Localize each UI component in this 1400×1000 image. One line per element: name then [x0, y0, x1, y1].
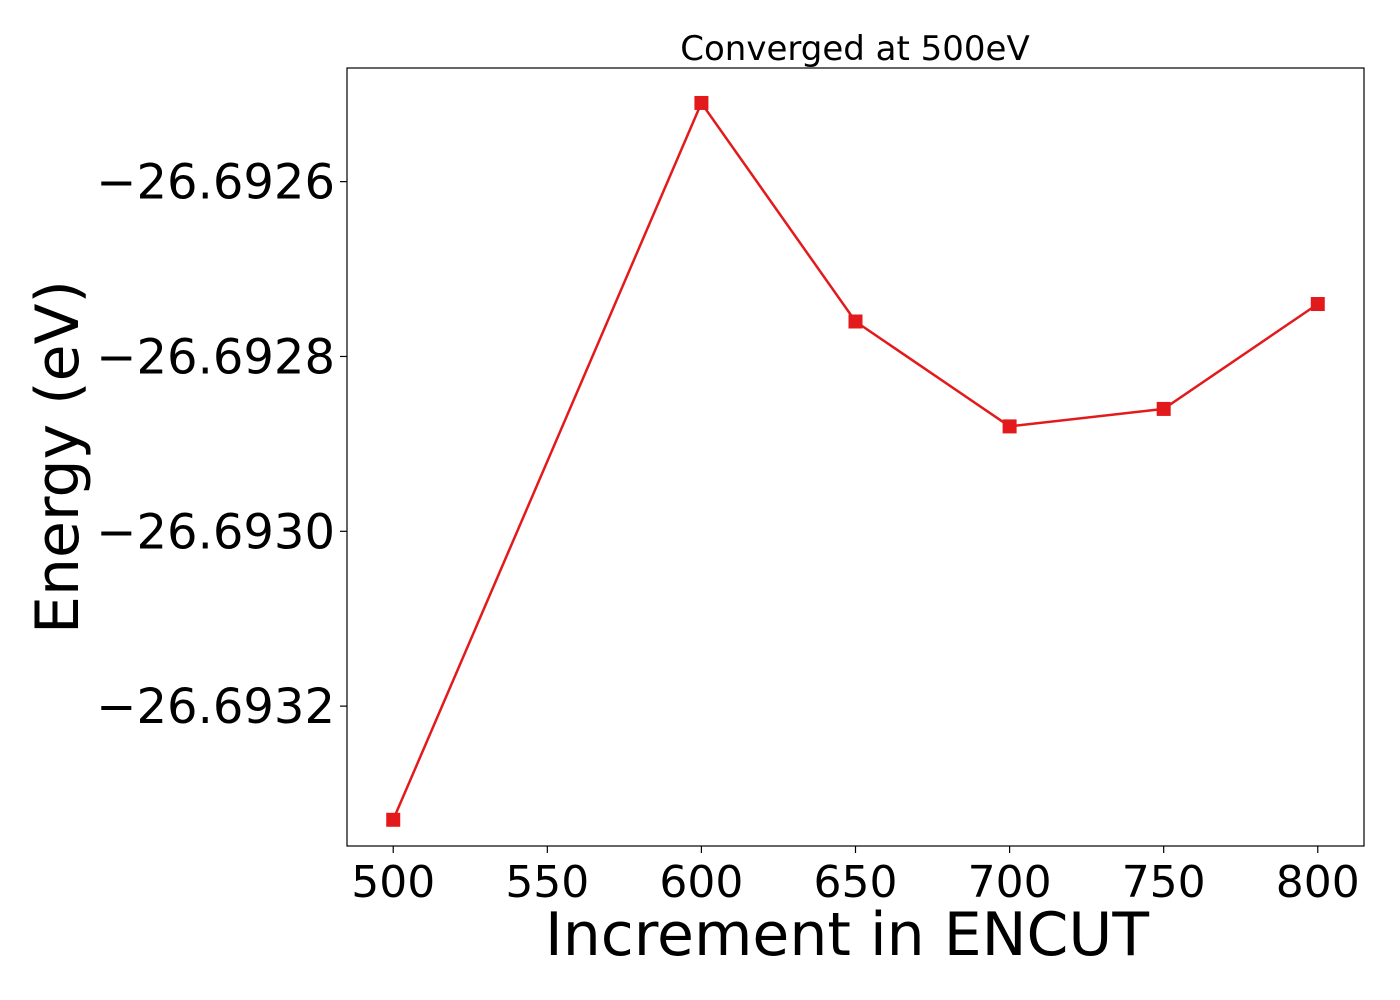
- x-tick-label: 650: [814, 857, 898, 908]
- y-tick-label: −26.6928: [96, 329, 335, 385]
- data-point-marker: [1310, 297, 1325, 312]
- x-axis-ticks: 500 550 600 650 700 750 800: [351, 846, 1360, 908]
- data-point-marker: [1156, 401, 1171, 416]
- chart-title: Converged at 500eV: [680, 29, 1029, 69]
- data-point-marker: [848, 314, 863, 329]
- x-tick-label: 500: [351, 857, 435, 908]
- series-layer: [386, 95, 1325, 827]
- series-line: [392, 100, 1319, 821]
- data-point-marker: [694, 95, 709, 110]
- y-axis-label: Energy (eV): [23, 280, 93, 634]
- x-tick-label: 600: [659, 857, 743, 908]
- x-tick-label: 800: [1276, 857, 1360, 908]
- plot-area: [346, 67, 1365, 847]
- y-axis-ticks: −26.6926 −26.6928 −26.6930 −26.6932: [96, 155, 347, 735]
- x-axis-label: Increment in ENCUT: [545, 900, 1149, 970]
- data-point-marker: [1002, 419, 1017, 434]
- x-tick-label: 700: [968, 857, 1052, 908]
- y-tick-label: −26.6932: [96, 679, 335, 735]
- x-tick-label: 550: [505, 857, 589, 908]
- data-point-marker: [386, 812, 401, 827]
- x-tick-label: 750: [1122, 857, 1206, 908]
- y-tick-label: −26.6930: [96, 504, 335, 560]
- y-tick-label: −26.6926: [96, 155, 335, 211]
